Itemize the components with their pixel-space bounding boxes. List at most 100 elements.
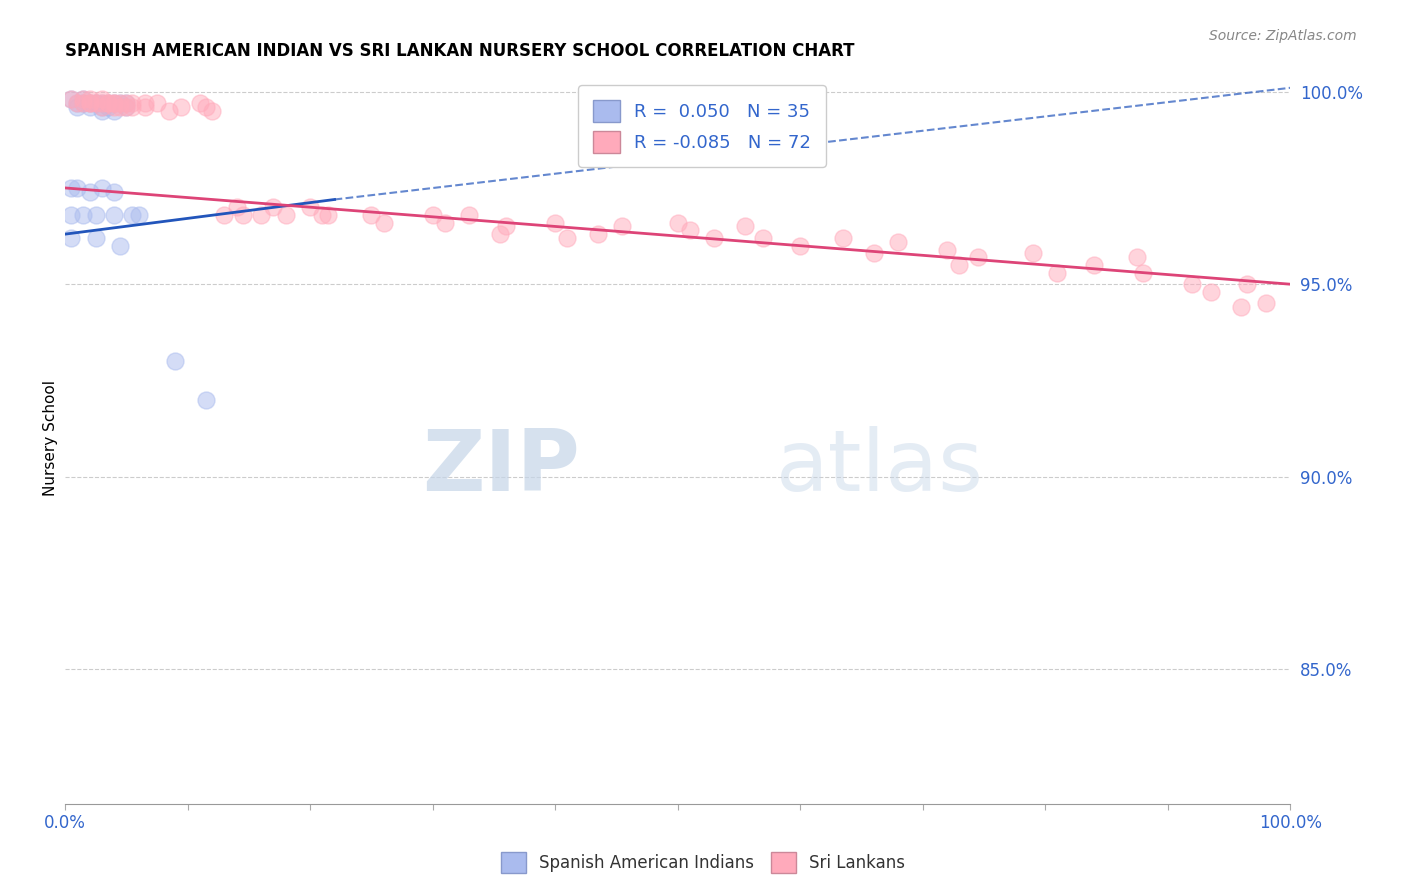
Point: [188, 96, 211, 111]
Point: [84, 96, 107, 111]
Point: [66, 100, 89, 114]
Point: [666, 216, 689, 230]
Point: [1126, 250, 1149, 264]
Point: [1022, 246, 1045, 260]
Point: [60, 181, 83, 195]
Point: [103, 185, 125, 199]
Point: [1254, 296, 1277, 310]
Point: [1046, 266, 1069, 280]
Point: [60, 208, 83, 222]
Point: [165, 354, 187, 368]
Point: [90, 100, 112, 114]
Point: [422, 208, 444, 222]
Point: [103, 96, 125, 111]
Point: [103, 103, 125, 118]
Point: [318, 208, 340, 222]
Text: ZIP: ZIP: [422, 426, 579, 509]
Point: [862, 246, 884, 260]
Point: [66, 96, 89, 111]
Point: [214, 208, 236, 222]
Point: [103, 96, 125, 111]
Point: [121, 100, 143, 114]
Point: [679, 223, 702, 237]
Y-axis label: Nursery School: Nursery School: [44, 380, 58, 496]
Point: [90, 92, 112, 106]
Legend: Spanish American Indians, Sri Lankans: Spanish American Indians, Sri Lankans: [494, 846, 912, 880]
Point: [108, 96, 131, 111]
Point: [752, 231, 775, 245]
Point: [495, 219, 517, 234]
Point: [108, 96, 131, 111]
Point: [66, 181, 89, 195]
Point: [90, 181, 112, 195]
Point: [121, 96, 143, 111]
Point: [97, 96, 120, 111]
Point: [433, 216, 456, 230]
Point: [703, 231, 725, 245]
Point: [97, 96, 120, 111]
Point: [612, 219, 634, 234]
Point: [146, 96, 169, 111]
Point: [60, 92, 83, 106]
Point: [108, 238, 131, 252]
Point: [79, 100, 101, 114]
Point: [84, 231, 107, 245]
Point: [115, 96, 138, 111]
Point: [72, 96, 94, 111]
Point: [311, 208, 333, 222]
Point: [274, 208, 297, 222]
Point: [79, 96, 101, 111]
Point: [90, 100, 112, 114]
Point: [115, 100, 138, 114]
Point: [103, 208, 125, 222]
Point: [832, 231, 855, 245]
Point: [1181, 277, 1204, 292]
Point: [1230, 301, 1253, 315]
Point: [60, 231, 83, 245]
Point: [72, 92, 94, 106]
Point: [97, 100, 120, 114]
Point: [1199, 285, 1222, 299]
Point: [72, 92, 94, 106]
Point: [170, 100, 193, 114]
Text: Source: ZipAtlas.com: Source: ZipAtlas.com: [1209, 29, 1357, 43]
Legend: R =  0.050   N = 35, R = -0.085   N = 72: R = 0.050 N = 35, R = -0.085 N = 72: [578, 85, 825, 167]
Point: [79, 185, 101, 199]
Point: [134, 96, 156, 111]
Point: [458, 208, 481, 222]
Point: [66, 96, 89, 111]
Point: [194, 392, 217, 407]
Point: [250, 208, 273, 222]
Point: [1236, 277, 1258, 292]
Point: [557, 231, 579, 245]
Point: [90, 96, 112, 111]
Point: [103, 96, 125, 111]
Point: [97, 96, 120, 111]
Point: [72, 208, 94, 222]
Point: [90, 96, 112, 111]
Text: SPANISH AMERICAN INDIAN VS SRI LANKAN NURSERY SCHOOL CORRELATION CHART: SPANISH AMERICAN INDIAN VS SRI LANKAN NU…: [65, 42, 855, 60]
Point: [232, 208, 254, 222]
Point: [360, 208, 382, 222]
Point: [79, 96, 101, 111]
Point: [121, 208, 143, 222]
Point: [128, 208, 150, 222]
Point: [373, 216, 395, 230]
Point: [887, 235, 910, 249]
Point: [966, 250, 988, 264]
Point: [72, 96, 94, 111]
Point: [79, 92, 101, 106]
Text: atlas: atlas: [776, 426, 984, 509]
Point: [948, 258, 970, 272]
Point: [936, 243, 959, 257]
Point: [789, 238, 811, 252]
Point: [157, 103, 180, 118]
Point: [586, 227, 609, 241]
Point: [60, 92, 83, 106]
Point: [201, 103, 224, 118]
Point: [1132, 266, 1154, 280]
Point: [84, 208, 107, 222]
Point: [115, 96, 138, 111]
Point: [489, 227, 512, 241]
Point: [262, 200, 284, 214]
